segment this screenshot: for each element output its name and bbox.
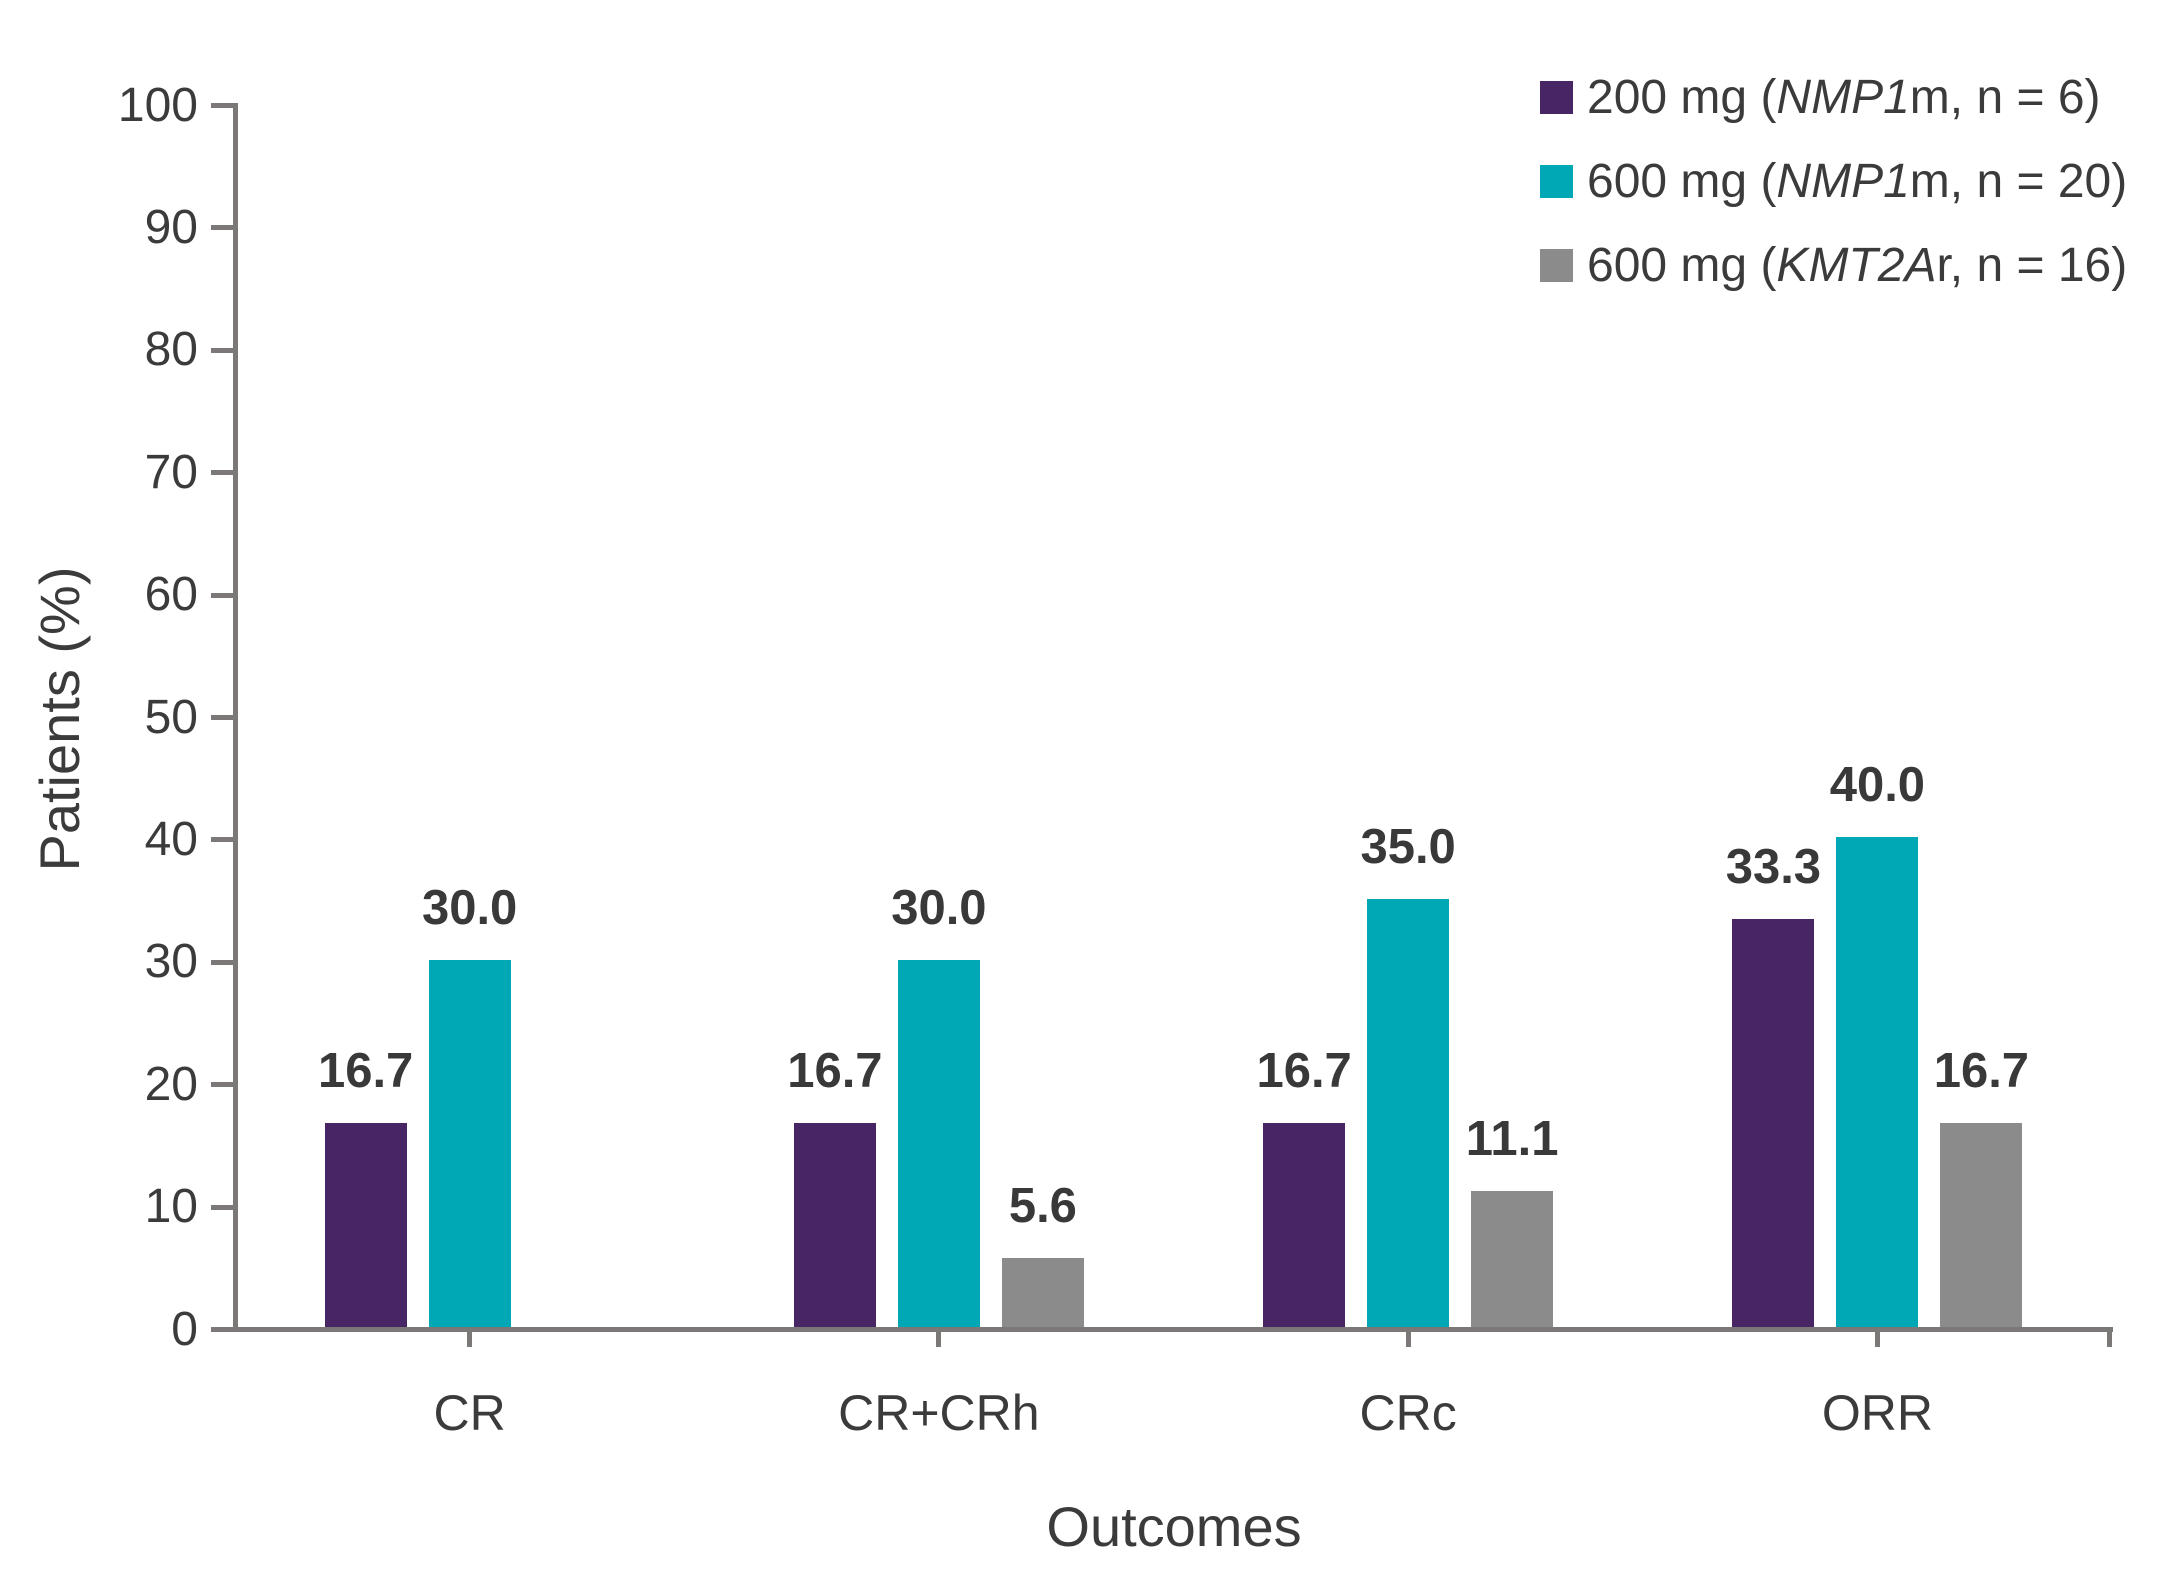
x-category-label-ORR: ORR (1821, 1385, 1933, 1441)
y-tick-label-70: 70 (144, 445, 198, 499)
y-tick-30 (211, 959, 233, 965)
legend-swatch-200mg-nmp1m (1540, 80, 1573, 114)
x-category-label-CR+CRh: CR+CRh (838, 1385, 1040, 1441)
y-tick-90 (211, 225, 233, 231)
bar-series0-CR (324, 1122, 407, 1327)
legend-swatch-600mg-nmp1m (1540, 164, 1573, 198)
bar-series2-CRc (1471, 1191, 1554, 1327)
y-tick-label-50: 50 (144, 690, 198, 744)
x-axis-title: Outcomes (1046, 1495, 1302, 1558)
bar-series1-ORR (1836, 837, 1919, 1327)
y-tick-label-10: 10 (144, 1180, 198, 1234)
y-tick-20 (211, 1082, 233, 1088)
legend-swatch-600mg-kmt2ar (1540, 248, 1573, 282)
legend-row-600mg-nmp1m: 600 mg (NMP1m, n = 20) (1540, 155, 2127, 208)
value-label-series0-CRc: 16.7 (1256, 1043, 1352, 1098)
x-axis-end-tick (2107, 1332, 2112, 1347)
y-tick-label-60: 60 (144, 568, 198, 622)
bar-series0-ORR (1732, 919, 1815, 1327)
value-label-series1-CR+CRh: 30.0 (891, 880, 987, 935)
value-label-series1-CR: 30.0 (421, 880, 518, 935)
y-tick-10 (211, 1204, 233, 1210)
value-label-series2-CR+CRh: 5.6 (1008, 1179, 1077, 1234)
bar-series0-CRc (1263, 1122, 1346, 1327)
legend-label-600mg-kmt2ar: 600 mg (KMT2Ar, n = 16) (1587, 238, 2128, 292)
legend-label-200mg-nmp1m: 200 mg (NMP1m, n = 6) (1587, 70, 2101, 124)
y-tick-60 (211, 592, 233, 598)
value-label-series0-CR: 16.7 (317, 1043, 414, 1098)
x-category-label-CR: CR (433, 1385, 506, 1441)
y-axis-line (233, 103, 238, 1332)
legend-row-200mg-nmp1m: 200 mg (NMP1m, n = 6) (1540, 71, 2101, 124)
y-tick-80 (211, 347, 233, 353)
y-tick-label-90: 90 (144, 200, 198, 254)
legend-label-600mg-nmp1m: 600 mg (NMP1m, n = 20) (1587, 154, 2128, 208)
value-label-series1-ORR: 40.0 (1829, 758, 1926, 813)
y-tick-label-80: 80 (144, 323, 198, 377)
y-tick-label-100: 100 (117, 78, 198, 132)
bar-series2-ORR (1940, 1122, 2023, 1327)
bar-series1-CR+CRh (897, 959, 980, 1327)
x-tick-CRc (1405, 1332, 1411, 1347)
value-label-series2-ORR: 16.7 (1933, 1043, 2030, 1098)
x-axis-line (211, 1327, 2113, 1332)
x-category-label-CRc: CRc (1359, 1385, 1457, 1441)
legend-row-600mg-kmt2ar: 600 mg (KMT2Ar, n = 16) (1540, 239, 2127, 292)
y-tick-40 (211, 837, 233, 843)
value-label-series0-CR+CRh: 16.7 (787, 1043, 883, 1098)
bar-series2-CR+CRh (1001, 1258, 1084, 1327)
bar-series1-CR (428, 959, 511, 1327)
y-tick-label-30: 30 (144, 935, 198, 989)
value-label-series2-CRc: 11.1 (1465, 1112, 1559, 1167)
y-tick-label-0: 0 (171, 1302, 198, 1356)
bar-series0-CR+CRh (793, 1122, 876, 1327)
bar-series1-CRc (1367, 898, 1450, 1327)
x-tick-ORR (1874, 1332, 1880, 1347)
y-tick-50 (211, 715, 233, 720)
legend: 200 mg (NMP1m, n = 6) 600 mg (NMP1m, n =… (1540, 0, 2180, 300)
value-label-series1-CRc: 35.0 (1360, 819, 1456, 874)
y-tick-label-20: 20 (144, 1057, 198, 1111)
y-tick-label-40: 40 (144, 812, 198, 866)
y-tick-70 (211, 470, 233, 476)
x-tick-CR (467, 1332, 473, 1347)
x-tick-CR+CRh (936, 1332, 942, 1347)
y-tick-100 (211, 103, 233, 108)
value-label-series0-ORR: 33.3 (1725, 840, 1822, 895)
